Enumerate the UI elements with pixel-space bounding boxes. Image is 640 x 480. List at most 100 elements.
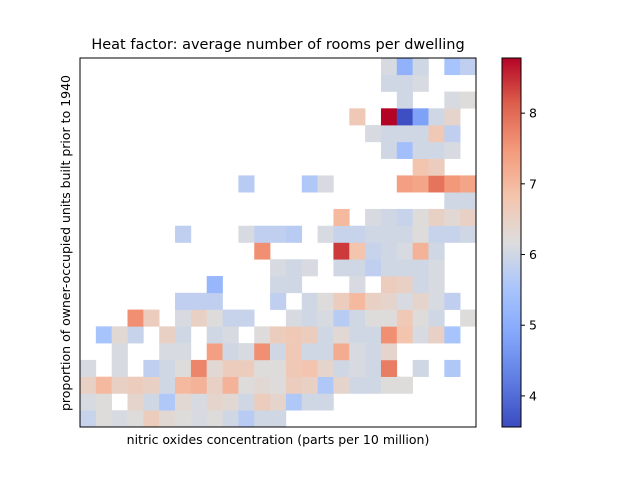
heatmap-cell [159, 343, 176, 361]
heatmap-cell [396, 276, 413, 294]
heatmap-cell [95, 410, 112, 428]
heatmap-cell [396, 125, 413, 143]
heatmap-cell [143, 376, 160, 394]
heatmap-cell [333, 359, 350, 377]
heatmap-cell [285, 393, 303, 411]
heatmap-cell [444, 225, 461, 243]
heatmap-cell [349, 309, 366, 327]
heatmap-cell [365, 259, 382, 277]
heatmap-cell [222, 343, 239, 361]
heatmap-cell [444, 58, 461, 76]
heatmap-cell [159, 393, 176, 411]
heatmap-cell [365, 242, 382, 260]
heatmap-cell [412, 125, 429, 143]
heatmap-cell [444, 359, 461, 377]
heatmap-cell [222, 309, 239, 327]
heatmap-cell [365, 326, 382, 344]
heatmap-cell [317, 359, 334, 377]
heatmap-cell [222, 410, 239, 428]
heatmap-cell [80, 376, 97, 394]
heatmap-cells [80, 58, 477, 428]
heatmap-cell [270, 225, 287, 243]
heatmap-cell [175, 326, 192, 344]
heatmap-cell [396, 74, 413, 92]
heatmap-cell [317, 309, 334, 327]
chart-title: Heat factor: average number of rooms per… [91, 37, 464, 53]
heatmap-cell [254, 242, 271, 260]
heatmap-cell [333, 326, 350, 344]
heatmap-cell [175, 309, 192, 327]
heatmap-cell [349, 326, 366, 344]
heatmap-cell [396, 208, 413, 227]
heatmap-cell [396, 225, 413, 243]
heatmap-cell [444, 208, 461, 227]
heatmap-cell [349, 359, 366, 377]
heatmap-cell [428, 141, 445, 159]
heatmap-cell [175, 225, 192, 243]
heatmap-cell [254, 326, 271, 344]
heatmap-cell [460, 225, 477, 243]
heatmap-cell [190, 393, 208, 411]
heatmap-cell [206, 309, 223, 327]
heatmap-cell [190, 376, 208, 394]
heatmap-cell [380, 376, 398, 394]
heatmap-cell [270, 343, 287, 361]
heatmap-cell [254, 376, 271, 394]
heatmap-cell [428, 225, 445, 243]
heatmap-cell [238, 359, 255, 377]
heatmap-cell [254, 410, 271, 428]
heatmap-cell [396, 259, 413, 277]
heatmap-cell [412, 108, 429, 126]
heatmap-cell [460, 175, 477, 193]
heatmap-cell [428, 108, 445, 126]
heatmap-cell [206, 376, 223, 394]
heatmap-cell [270, 393, 287, 411]
heatmap-cell [365, 343, 382, 361]
heatmap-cell [270, 410, 287, 428]
heatmap-cell [254, 393, 271, 411]
heatmap-cell [285, 309, 303, 327]
heatmap-cell [317, 175, 334, 193]
heatmap-cell [317, 393, 334, 411]
heatmap-cell [412, 141, 429, 159]
heatmap-cell [206, 393, 223, 411]
heatmap-cell [444, 175, 461, 193]
heatmap-cell [317, 225, 334, 243]
heatmap-cell [380, 242, 398, 260]
heatmap-cell [317, 292, 334, 310]
heatmap-cell [396, 141, 413, 159]
heatmap-cell [206, 292, 223, 310]
heatmap-cell [80, 410, 97, 428]
heatmap-cell [380, 309, 398, 327]
heatmap-cell [206, 343, 223, 361]
heatmap-cell [333, 208, 350, 227]
heatmap-cell [175, 343, 192, 361]
heatmap-cell [444, 326, 461, 344]
heatmap-cell [412, 158, 429, 176]
heatmap-cell [365, 225, 382, 243]
heatmap-cell [238, 410, 255, 428]
heatmap-cell [301, 326, 318, 344]
heatmap-cell [428, 326, 445, 344]
heatmap-cell [380, 276, 398, 294]
heatmap-cell [396, 58, 413, 76]
heatmap-cell [349, 225, 366, 243]
heatmap-cell [444, 108, 461, 126]
heatmap-cell [333, 309, 350, 327]
heatmap-cell [301, 343, 318, 361]
heatmap-cell [206, 359, 223, 377]
heatmap-cell [175, 359, 192, 377]
heatmap-cell [301, 376, 318, 394]
heatmap-cell [238, 393, 255, 411]
heatmap-cell [396, 108, 413, 126]
heatmap-cell [317, 326, 334, 344]
heatmap-cell [270, 276, 287, 294]
heatmap-cell [111, 410, 128, 428]
heatmap-cell [143, 393, 160, 411]
heatmap-cell [285, 225, 303, 243]
colorbar-tick-label: 6 [529, 247, 537, 262]
heatmap-cell [222, 393, 239, 411]
heatmap-cell [159, 359, 176, 377]
heatmap-cell [175, 393, 192, 411]
